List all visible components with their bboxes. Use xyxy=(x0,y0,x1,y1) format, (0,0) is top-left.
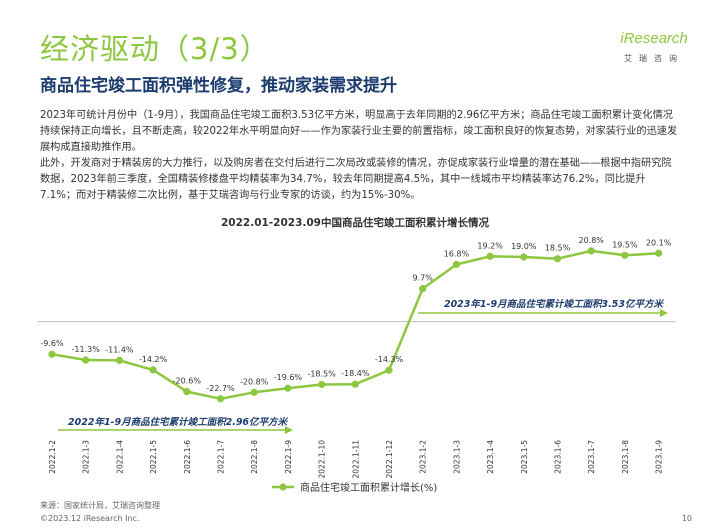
data-point-16 xyxy=(553,255,562,263)
data-label-1: -9.6% xyxy=(40,339,64,348)
annotation-2023: 2023年1-9月商品住宅累计竣工面积3.53亿平方米 xyxy=(444,298,665,310)
data-label-8: -19.6% xyxy=(274,373,303,382)
logo-word: iResearch xyxy=(620,30,688,47)
data-point-8 xyxy=(284,384,292,392)
x-tick-label-10: 2022.1-11 xyxy=(351,440,360,479)
data-point-18 xyxy=(621,251,629,259)
data-point-4 xyxy=(149,366,157,374)
data-label-14: 19.2% xyxy=(477,241,503,250)
paragraph-completion-area: 2023年可统计月份中（1-9月），我国商品住宅竣工面积3.53亿平方米，明显高… xyxy=(40,110,678,153)
data-label-3: -11.4% xyxy=(105,345,134,354)
data-point-9 xyxy=(318,380,326,389)
x-tick-label-11: 2022.1-12 xyxy=(385,440,394,479)
data-label-17: 20.8% xyxy=(578,236,604,245)
data-label-18: 19.5% xyxy=(612,240,638,249)
annotation-arrowhead-2022 xyxy=(285,426,293,434)
source-note: 来源：国家统计局，艾瑞咨询整理 xyxy=(40,501,160,510)
data-label-6: -22.7% xyxy=(206,384,235,393)
data-label-12: 9.7% xyxy=(413,274,434,283)
iresearch-logo: iResearch 艾瑞咨询 xyxy=(616,30,692,64)
x-tick-label-3: 2022.1-4 xyxy=(115,440,124,474)
data-point-1 xyxy=(48,350,56,358)
x-tick-label-2: 2022.1-3 xyxy=(82,440,91,474)
data-point-6 xyxy=(216,395,225,403)
data-label-4: -14.2% xyxy=(139,355,168,364)
data-label-16: 18.5% xyxy=(545,244,571,253)
data-label-9: -18.5% xyxy=(307,370,336,379)
completion-growth-line-chart: 2022.01-2023.09中国商品住宅竣工面积累计增长情况 2023年1-9月… xyxy=(38,216,676,494)
x-tick-label-1: 2022.1-2 xyxy=(48,440,57,474)
x-tick-label-16: 2023.1-6 xyxy=(554,440,563,474)
x-tick-label-13: 2023.1-3 xyxy=(452,440,461,474)
legend-label: 商品住宅竣工面积累计增长(%) xyxy=(300,481,437,494)
x-tick-label-19: 2023.1-9 xyxy=(655,440,664,474)
data-point-3 xyxy=(115,356,123,364)
x-tick-label-18: 2023.1-8 xyxy=(621,440,630,474)
page-title: 经济驱动（3/3） xyxy=(40,32,270,66)
data-label-10: -18.4% xyxy=(341,369,370,378)
paragraph-fine-decoration: 此外，开发商对于精装房的大力推行，以及购房者在交付后进行二次局改或装修的情况，亦… xyxy=(40,158,672,201)
data-point-12 xyxy=(419,285,427,293)
data-point-7 xyxy=(250,388,258,396)
x-tick-label-4: 2022.1-5 xyxy=(149,440,158,474)
data-label-5: -20.6% xyxy=(173,377,202,386)
data-point-2 xyxy=(82,356,90,364)
page-number: 10 xyxy=(681,514,692,523)
data-label-7: -20.8% xyxy=(240,377,269,386)
data-point-15 xyxy=(520,253,528,261)
x-tick-label-15: 2023.1-5 xyxy=(520,440,529,474)
data-point-11 xyxy=(385,366,393,374)
data-label-13: 16.8% xyxy=(444,249,470,258)
chart-title: 2022.01-2023.09中国商品住宅竣工面积累计增长情况 xyxy=(221,216,490,229)
x-tick-label-8: 2022.1-9 xyxy=(284,440,293,474)
data-label-15: 19.0% xyxy=(511,242,537,251)
annotation-arrowhead-2023 xyxy=(660,309,668,317)
x-tick-label-14: 2023.1-4 xyxy=(486,440,495,474)
data-label-11: -14.3% xyxy=(375,355,404,364)
x-tick-label-7: 2022.1-8 xyxy=(250,440,259,474)
data-point-13 xyxy=(452,260,460,269)
x-tick-label-12: 2023.1-2 xyxy=(419,440,428,474)
copyright: ©2023.12 iResearch Inc. xyxy=(40,514,140,523)
x-tick-label-17: 2023.1-7 xyxy=(587,440,596,474)
data-label-19: 20.1% xyxy=(646,238,672,247)
x-tick-label-9: 2022.1-10 xyxy=(318,440,327,479)
data-point-10 xyxy=(351,380,359,388)
x-tick-label-6: 2022.1-7 xyxy=(217,440,226,474)
x-tick-label-5: 2022.1-6 xyxy=(183,440,192,474)
page-subtitle: 商品住宅竣工面积弹性修复，推动家装需求提升 xyxy=(40,76,397,96)
annotation-2022: 2022年1-9月商品住宅累计竣工面积2.96亿平方米 xyxy=(68,416,289,428)
data-point-5 xyxy=(183,388,191,396)
data-label-2: -11.3% xyxy=(72,345,101,354)
legend-marker xyxy=(279,483,287,491)
data-point-14 xyxy=(486,252,494,260)
data-point-19 xyxy=(655,249,663,257)
data-point-17 xyxy=(587,247,595,255)
logo-cn: 艾瑞咨询 xyxy=(624,54,684,63)
